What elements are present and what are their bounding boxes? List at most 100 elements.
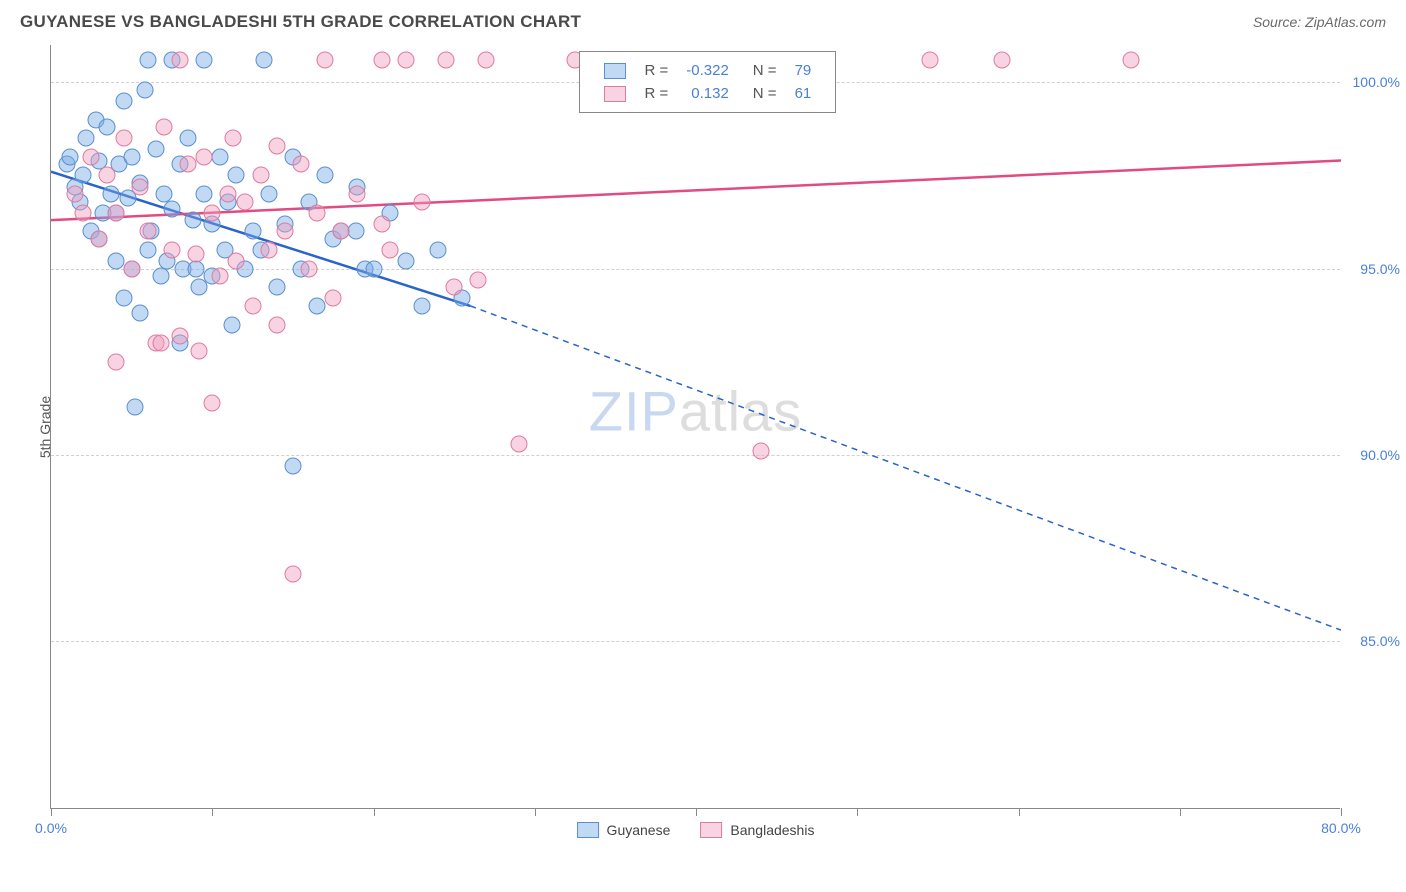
data-point	[191, 342, 208, 359]
y-tick-label: 100.0%	[1353, 74, 1400, 90]
source-attribution: Source: ZipAtlas.com	[1253, 14, 1386, 30]
data-point	[381, 241, 398, 258]
data-point	[292, 156, 309, 173]
x-tick	[535, 808, 536, 816]
legend-item: Bangladeshis	[700, 822, 814, 838]
data-point	[284, 458, 301, 475]
legend-label: Guyanese	[607, 822, 671, 838]
data-point	[317, 51, 334, 68]
data-point	[276, 223, 293, 240]
gridline	[51, 455, 1340, 456]
data-point	[212, 148, 229, 165]
legend-swatch	[577, 822, 599, 838]
data-point	[99, 118, 116, 135]
data-point	[62, 148, 79, 165]
data-point	[184, 212, 201, 229]
data-point	[152, 335, 169, 352]
data-point	[204, 394, 221, 411]
x-tick	[212, 808, 213, 816]
data-point	[397, 253, 414, 270]
data-point	[413, 297, 430, 314]
y-tick-label: 95.0%	[1360, 261, 1400, 277]
y-tick-label: 90.0%	[1360, 447, 1400, 463]
data-point	[228, 167, 245, 184]
data-point	[470, 271, 487, 288]
data-point	[430, 241, 447, 258]
data-point	[212, 268, 229, 285]
data-point	[333, 223, 350, 240]
data-point	[446, 279, 463, 296]
trend-overlay	[51, 45, 1341, 809]
data-point	[204, 204, 221, 221]
x-tick	[1019, 808, 1020, 816]
chart-container: 5th Grade ZIPatlas 85.0%90.0%95.0%100.0%…	[50, 45, 1386, 809]
stat-n-value: 79	[787, 60, 820, 81]
data-point	[152, 268, 169, 285]
data-point	[139, 51, 156, 68]
x-tick-label: 80.0%	[1321, 820, 1361, 836]
stat-r-value: 0.132	[678, 83, 737, 104]
data-point	[921, 51, 938, 68]
data-point	[223, 316, 240, 333]
stat-n-label: N =	[739, 83, 785, 104]
data-point	[147, 141, 164, 158]
data-point	[365, 260, 382, 277]
data-point	[91, 230, 108, 247]
data-point	[196, 148, 213, 165]
stat-r-value: -0.322	[678, 60, 737, 81]
data-point	[1123, 51, 1140, 68]
data-point	[78, 130, 95, 147]
data-point	[347, 223, 364, 240]
data-point	[107, 253, 124, 270]
stat-n-label: N =	[739, 60, 785, 81]
data-point	[994, 51, 1011, 68]
data-point	[268, 316, 285, 333]
data-point	[115, 130, 132, 147]
data-point	[163, 200, 180, 217]
data-point	[373, 51, 390, 68]
data-point	[107, 204, 124, 221]
stat-n-value: 61	[787, 83, 820, 104]
data-point	[139, 241, 156, 258]
legend-swatch	[604, 86, 626, 102]
y-tick-label: 85.0%	[1360, 633, 1400, 649]
data-point	[180, 156, 197, 173]
data-point	[309, 297, 326, 314]
data-point	[188, 245, 205, 262]
data-point	[188, 260, 205, 277]
data-point	[225, 130, 242, 147]
data-point	[349, 186, 366, 203]
x-tick-label: 0.0%	[35, 820, 67, 836]
data-point	[252, 167, 269, 184]
legend-swatch	[700, 822, 722, 838]
data-point	[75, 167, 92, 184]
data-point	[268, 137, 285, 154]
data-point	[163, 241, 180, 258]
data-point	[260, 241, 277, 258]
stat-r-label: R =	[636, 83, 676, 104]
data-point	[244, 297, 261, 314]
data-point	[172, 51, 189, 68]
data-point	[317, 167, 334, 184]
data-point	[510, 435, 527, 452]
x-tick	[374, 808, 375, 816]
data-point	[268, 279, 285, 296]
data-point	[136, 81, 153, 98]
data-point	[172, 327, 189, 344]
data-point	[284, 566, 301, 583]
x-tick	[857, 808, 858, 816]
legend-label: Bangladeshis	[730, 822, 814, 838]
trend-line-dashed	[470, 306, 1341, 630]
data-point	[67, 186, 84, 203]
data-point	[180, 130, 197, 147]
x-tick	[51, 808, 52, 816]
chart-header: GUYANESE VS BANGLADESHI 5TH GRADE CORREL…	[0, 0, 1406, 40]
data-point	[220, 186, 237, 203]
data-point	[325, 290, 342, 307]
data-point	[301, 260, 318, 277]
x-tick	[1180, 808, 1181, 816]
data-point	[107, 353, 124, 370]
chart-title: GUYANESE VS BANGLADESHI 5TH GRADE CORREL…	[20, 12, 581, 32]
trend-line	[51, 161, 1341, 221]
data-point	[126, 398, 143, 415]
